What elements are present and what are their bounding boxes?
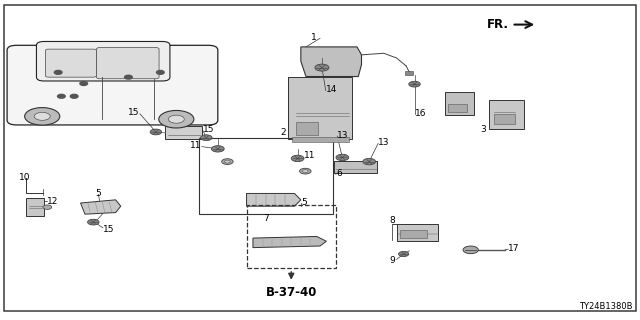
Polygon shape [81,200,121,214]
Text: 16: 16 [415,109,426,118]
Circle shape [463,246,478,254]
Bar [198,138,333,214]
Polygon shape [301,47,362,76]
Text: 17: 17 [508,244,520,253]
Circle shape [211,146,224,152]
Text: 5: 5 [301,197,307,206]
Ellipse shape [168,115,184,123]
Ellipse shape [34,112,50,120]
Text: 13: 13 [378,138,390,147]
Circle shape [43,205,52,209]
Bar [494,115,515,124]
Circle shape [125,75,132,79]
Bar [288,77,352,139]
Circle shape [70,94,78,98]
Ellipse shape [159,110,194,128]
Circle shape [291,155,304,162]
Bar [246,204,336,268]
Text: 15: 15 [129,108,140,117]
Circle shape [221,159,233,164]
Bar [397,224,438,241]
Text: 2: 2 [280,128,286,137]
FancyBboxPatch shape [36,42,170,81]
Bar [292,137,349,142]
Text: 8: 8 [389,216,395,225]
Circle shape [157,70,164,74]
Text: 5: 5 [95,189,101,198]
Text: 13: 13 [337,131,349,140]
Text: 15: 15 [103,225,115,234]
Circle shape [58,94,65,98]
Bar [166,126,202,139]
Text: 14: 14 [326,85,337,94]
Polygon shape [253,236,326,248]
FancyBboxPatch shape [7,45,218,125]
Text: 7: 7 [263,214,269,223]
Circle shape [300,168,311,174]
Text: 11: 11 [190,141,202,150]
Circle shape [315,64,329,71]
Bar [296,123,318,135]
FancyBboxPatch shape [97,48,159,79]
Text: 4: 4 [169,116,175,125]
Bar [489,100,524,129]
FancyBboxPatch shape [45,49,97,77]
Circle shape [225,160,230,163]
Bar [445,92,474,116]
Circle shape [409,81,420,87]
Text: 10: 10 [19,173,30,182]
Text: 11: 11 [304,151,316,160]
Ellipse shape [25,108,60,125]
Text: 9: 9 [389,256,395,265]
Polygon shape [246,194,301,206]
Bar [405,71,413,75]
Circle shape [399,252,409,257]
Bar [448,104,467,112]
Bar [401,230,428,238]
Circle shape [150,129,162,135]
Text: 3: 3 [480,125,486,134]
Text: 12: 12 [47,197,59,206]
Bar [26,198,44,216]
Circle shape [88,219,99,225]
Circle shape [200,135,212,140]
Circle shape [303,170,308,172]
Circle shape [80,82,88,85]
Text: B-37-40: B-37-40 [266,286,317,299]
Text: 15: 15 [202,124,214,133]
Circle shape [336,154,349,161]
Text: TY24B1380B: TY24B1380B [579,302,633,311]
Text: FR.: FR. [486,18,508,31]
Circle shape [363,158,376,165]
Circle shape [54,70,62,74]
Text: 6: 6 [336,169,342,178]
Text: 1: 1 [311,33,317,42]
Bar [334,161,378,173]
